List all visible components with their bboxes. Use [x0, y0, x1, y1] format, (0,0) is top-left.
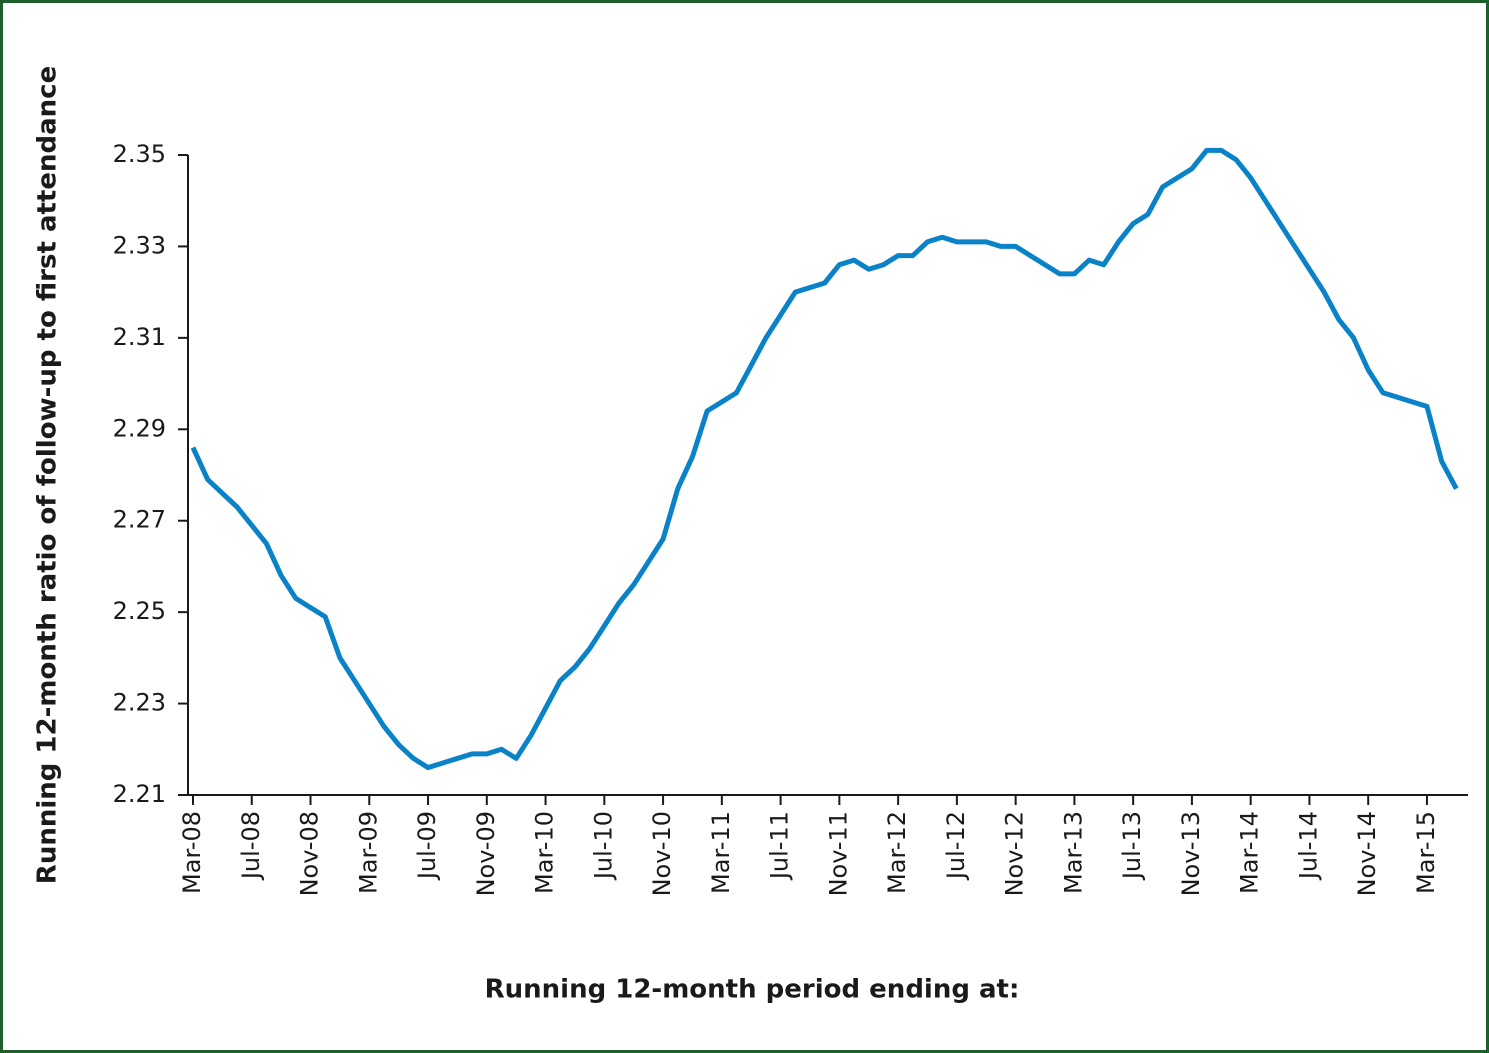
x-tick-label: Jul-08: [237, 811, 265, 881]
y-tick-label: 2.33: [113, 231, 166, 259]
x-tick-label: Mar-10: [531, 811, 559, 894]
x-tick-label: Jul-12: [942, 811, 970, 881]
y-tick-label: 2.23: [113, 689, 166, 717]
x-tick-label: Nov-09: [472, 811, 500, 896]
x-tick-label: Nov-10: [648, 811, 676, 896]
y-tick-label: 2.29: [113, 414, 166, 442]
x-tick-label: Mar-14: [1236, 811, 1264, 894]
x-axis-title: Running 12-month period ending at:: [485, 975, 1020, 1005]
y-axis-title: Running 12-month ratio of follow-up to f…: [33, 66, 63, 884]
x-tick-label: Mar-11: [707, 811, 735, 894]
y-tick-label: 2.31: [113, 323, 166, 351]
x-tick-label: Mar-12: [883, 811, 911, 894]
x-tick-label: Jul-14: [1294, 811, 1322, 881]
x-tick-label: Jul-13: [1118, 811, 1146, 881]
y-tick-label: 2.35: [113, 140, 166, 168]
x-tick-label: Nov-12: [1001, 811, 1029, 896]
x-tick-label: Mar-08: [178, 811, 206, 894]
x-tick-label: Jul-10: [589, 811, 617, 881]
y-tick-label: 2.25: [113, 597, 166, 625]
y-tick-label: 2.27: [113, 506, 166, 534]
data-line: [190, 147, 1459, 771]
x-tick-label: Nov-11: [824, 811, 852, 896]
x-tick-label: Mar-13: [1059, 811, 1087, 894]
x-tick-label: Jul-11: [766, 811, 794, 881]
x-tick-label: Jul-09: [413, 811, 441, 881]
y-tick-label: 2.21: [113, 780, 166, 808]
x-tick-label: Nov-08: [296, 811, 324, 896]
x-tick-label: Mar-15: [1412, 811, 1440, 894]
x-tick-label: Mar-09: [354, 811, 382, 894]
x-tick-label: Nov-13: [1177, 811, 1205, 896]
x-tick-label: Nov-14: [1353, 811, 1381, 896]
